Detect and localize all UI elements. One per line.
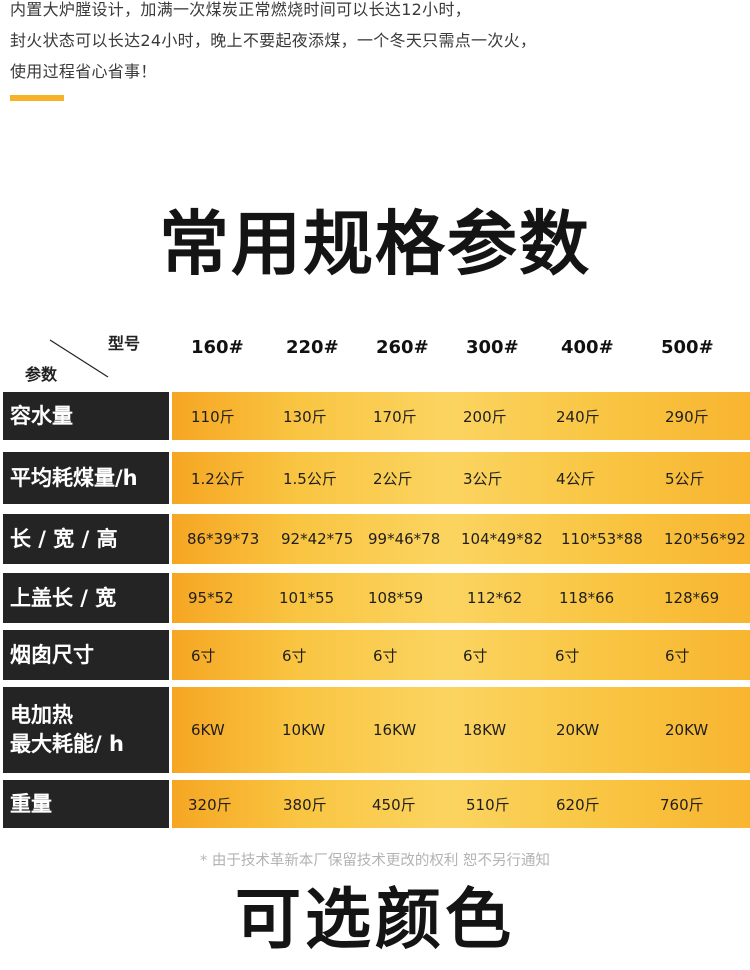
row-label: 上盖长 / 宽: [3, 573, 169, 623]
spec-row-dimensions: 长 / 宽 / 高 86*39*73 92*42*75 99*46*78 104…: [0, 514, 750, 564]
table-cell: 10KW: [282, 721, 326, 739]
table-cell: 380斤: [283, 795, 327, 814]
row-band: [172, 514, 750, 564]
table-cell: 6寸: [373, 646, 398, 665]
intro-line-2: 封火状态可以长达24小时，晚上不要起夜添煤，一个冬天只需点一次火，: [10, 31, 537, 50]
row-label: 容水量: [3, 392, 169, 440]
table-cell: 108*59: [368, 589, 424, 607]
column-header: 500#: [661, 337, 714, 358]
row-band: [172, 392, 750, 440]
corner-param-label: 参数: [25, 365, 58, 384]
spec-row-weight: 重量 320斤 380斤 450斤 510斤 620斤 760斤: [0, 780, 750, 828]
corner-diagonal-line: [49, 339, 109, 378]
table-cell: 170斤: [373, 407, 417, 426]
table-cell: 118*66: [559, 589, 615, 607]
table-cell: 20KW: [665, 721, 709, 739]
table-cell: 92*42*75: [281, 530, 354, 548]
spec-row-water-capacity: 容水量 110斤 130斤 170斤 200斤 240斤 290斤: [0, 392, 750, 440]
table-cell: 112*62: [467, 589, 523, 607]
column-header: 160#: [191, 337, 244, 358]
table-cell: 130斤: [283, 407, 327, 426]
table-cell: 1.5公斤: [283, 469, 337, 488]
row-label-line: 最大耗能/ h: [10, 732, 124, 756]
table-cell: 6寸: [555, 646, 580, 665]
table-cell: 320斤: [188, 795, 232, 814]
row-label: 烟囱尺寸: [3, 630, 169, 680]
table-cell: 95*52: [188, 589, 234, 607]
table-cell: 120*56*92: [664, 530, 746, 548]
table-cell: 6寸: [463, 646, 488, 665]
table-cell: 110斤: [191, 407, 235, 426]
table-cell: 18KW: [463, 721, 507, 739]
row-label: 重量: [3, 780, 169, 828]
row-band: [172, 452, 750, 504]
row-label-line: 电加热: [10, 703, 73, 727]
table-cell: 5公斤: [665, 469, 705, 488]
column-header: 260#: [376, 337, 429, 358]
spec-row-electric-heating: 电加热 最大耗能/ h 6KW 10KW 16KW 18KW 20KW 20KW: [0, 687, 750, 773]
table-cell: 6寸: [191, 646, 216, 665]
table-cell: 110*53*88: [561, 530, 643, 548]
row-band: [172, 630, 750, 680]
table-cell: 2公斤: [373, 469, 413, 488]
row-band: [172, 687, 750, 773]
row-label: 长 / 宽 / 高: [3, 514, 169, 564]
table-cell: 200斤: [463, 407, 507, 426]
spec-row-coal-consumption: 平均耗煤量/h 1.2公斤 1.5公斤 2公斤 3公斤 4公斤 5公斤: [0, 452, 750, 504]
disclaimer-note: * 由于技术革新本厂保留技术更改的权利 恕不另行通知: [200, 853, 550, 869]
colors-section-title: 可选颜色: [235, 881, 515, 958]
table-cell: 240斤: [556, 407, 600, 426]
table-cell: 20KW: [556, 721, 600, 739]
row-label: 平均耗煤量/h: [3, 452, 169, 504]
accent-bar: [10, 95, 64, 101]
table-cell: 104*49*82: [461, 530, 543, 548]
table-cell: 510斤: [466, 795, 510, 814]
table-cell: 620斤: [556, 795, 600, 814]
table-cell: 86*39*73: [187, 530, 260, 548]
row-band: [172, 573, 750, 623]
table-cell: 3公斤: [463, 469, 503, 488]
section-title: 常用规格参数: [159, 203, 591, 285]
intro-text: 内置大炉膛设计，加满一次煤炭正常燃烧时间可以长达12小时， 封火状态可以长达24…: [10, 0, 745, 87]
intro-line-1: 内置大炉膛设计，加满一次煤炭正常燃烧时间可以长达12小时，: [10, 0, 472, 19]
table-corner-header: 型号 参数: [0, 320, 172, 390]
column-header: 300#: [466, 337, 519, 358]
table-cell: 290斤: [665, 407, 709, 426]
table-cell: 4公斤: [556, 469, 596, 488]
row-band: [172, 780, 750, 828]
column-header: 400#: [561, 337, 614, 358]
row-label: 电加热 最大耗能/ h: [3, 687, 169, 773]
table-cell: 128*69: [664, 589, 720, 607]
table-cell: 450斤: [372, 795, 416, 814]
table-cell: 760斤: [660, 795, 704, 814]
column-header: 220#: [286, 337, 339, 358]
intro-line-3: 使用过程省心省事！: [10, 62, 157, 81]
table-cell: 6寸: [282, 646, 307, 665]
table-cell: 1.2公斤: [191, 469, 245, 488]
spec-row-chimney-size: 烟囱尺寸 6寸 6寸 6寸 6寸 6寸 6寸: [0, 630, 750, 680]
table-cell: 16KW: [373, 721, 417, 739]
table-cell: 6KW: [191, 721, 225, 739]
spec-row-lid-size: 上盖长 / 宽 95*52 101*55 108*59 112*62 118*6…: [0, 573, 750, 623]
table-cell: 99*46*78: [368, 530, 441, 548]
corner-model-label: 型号: [108, 334, 141, 353]
table-cell: 6寸: [665, 646, 690, 665]
table-cell: 101*55: [279, 589, 335, 607]
